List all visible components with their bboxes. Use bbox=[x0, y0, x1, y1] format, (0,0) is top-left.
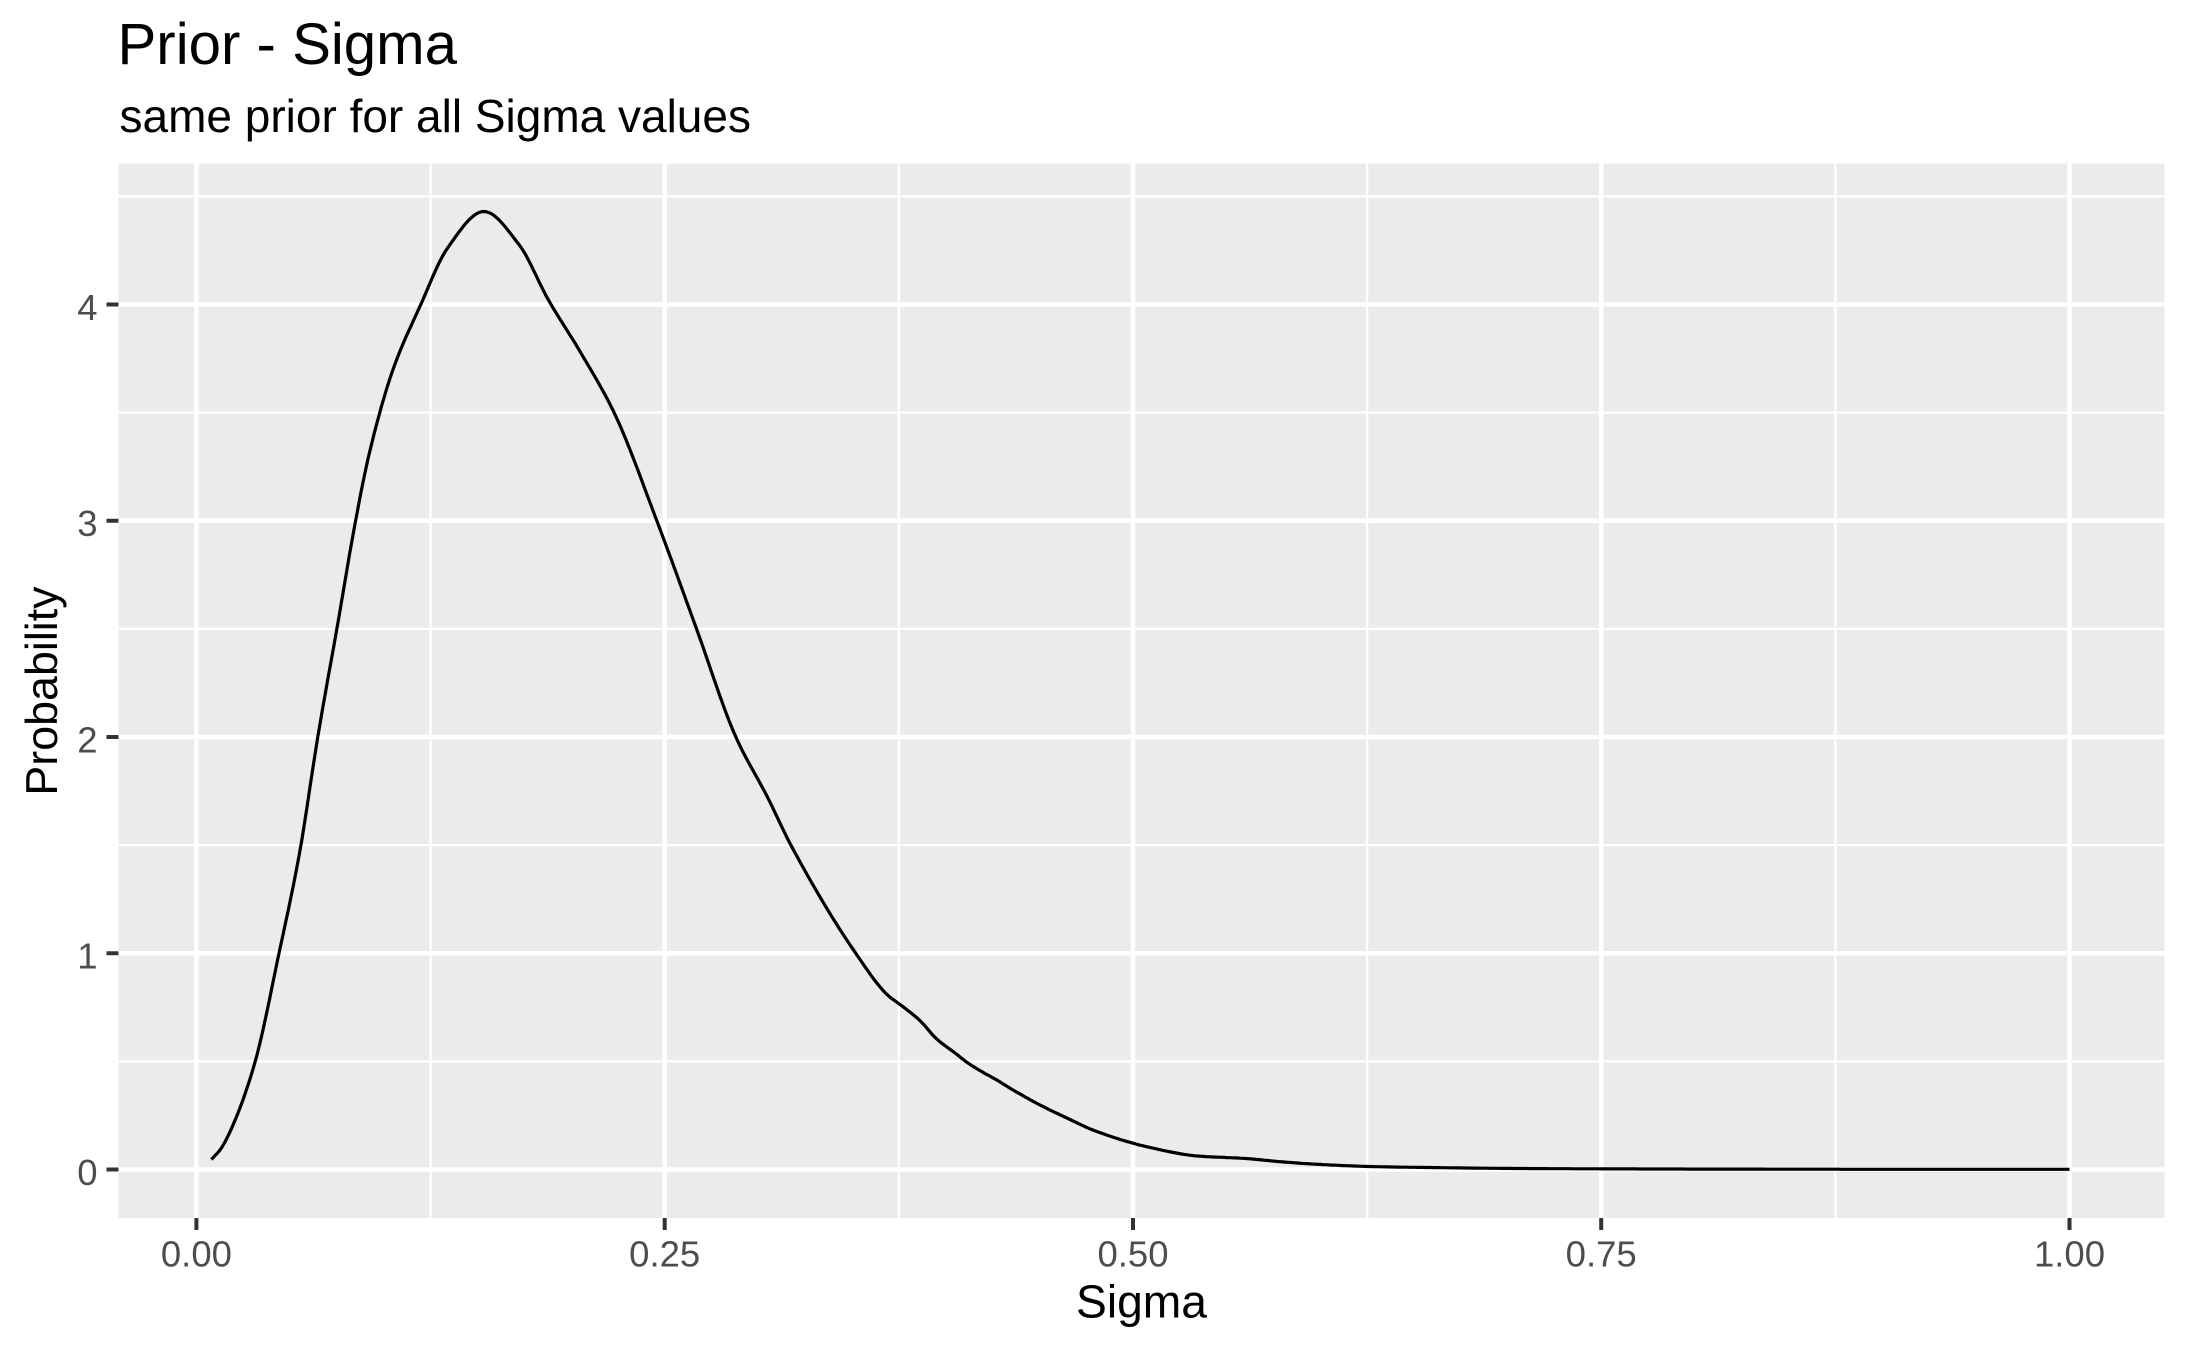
svg-text:Probability: Probability bbox=[17, 586, 67, 796]
svg-text:0: 0 bbox=[77, 1152, 97, 1193]
svg-text:1.00: 1.00 bbox=[2034, 1234, 2105, 1275]
svg-text:0.25: 0.25 bbox=[629, 1234, 700, 1275]
svg-text:2: 2 bbox=[77, 719, 97, 760]
svg-text:0.50: 0.50 bbox=[1097, 1234, 1168, 1275]
svg-text:0.75: 0.75 bbox=[1566, 1234, 1637, 1275]
svg-text:Prior - Sigma: Prior - Sigma bbox=[118, 12, 458, 77]
svg-text:1: 1 bbox=[77, 936, 97, 977]
svg-text:same prior for all Sigma value: same prior for all Sigma values bbox=[120, 90, 751, 142]
svg-text:0.00: 0.00 bbox=[161, 1234, 232, 1275]
svg-text:4: 4 bbox=[77, 287, 97, 328]
svg-text:3: 3 bbox=[77, 503, 97, 544]
svg-text:Sigma: Sigma bbox=[1076, 1275, 1207, 1327]
